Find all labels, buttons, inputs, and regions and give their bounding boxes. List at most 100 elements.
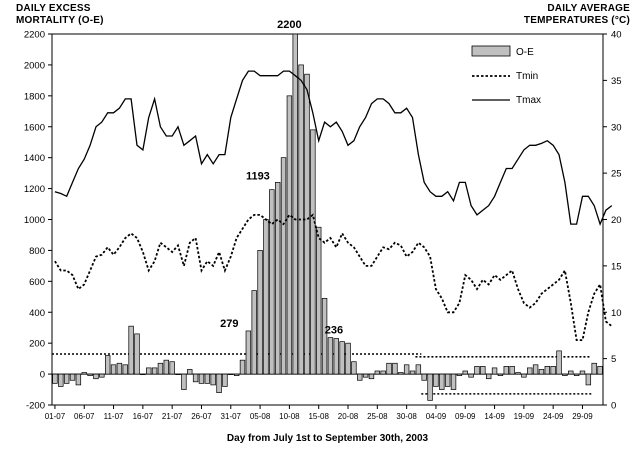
- oe-bar: [415, 364, 422, 375]
- oe-bar: [521, 373, 527, 378]
- x-axis-tick-label: 10-08: [279, 412, 300, 421]
- right-axis-title: DAILY AVERAGE TEMPERATURES (°C): [524, 3, 630, 27]
- right-axis-tick-label: 10: [611, 308, 622, 319]
- oe-bar: [134, 333, 140, 375]
- annotations: 2200 1193 279 236: [220, 19, 343, 337]
- oe-bar: [333, 338, 339, 375]
- annotation-label: 236: [325, 325, 343, 337]
- oe-bar: [110, 364, 117, 375]
- oe-bar: [550, 366, 556, 375]
- x-axis-tick-label: 29-09: [572, 412, 593, 421]
- oe-bar: [228, 373, 234, 375]
- oe-bar: [362, 373, 369, 378]
- x-axis-tick-label: 16-07: [133, 412, 154, 421]
- oe-bar: [233, 373, 240, 376]
- oe-bar: [357, 373, 363, 381]
- oe-bar: [427, 373, 433, 401]
- right-axis-tick-label: 5: [611, 354, 616, 365]
- right-axis-tick-label: 35: [611, 76, 622, 87]
- oe-bar: [450, 373, 457, 390]
- right-axis-tick-label: 15: [611, 261, 622, 272]
- left-axis-tick-label: 2200: [24, 30, 45, 41]
- left-axis-tick-label: 1600: [24, 122, 45, 133]
- oe-bar: [116, 362, 123, 375]
- x-axis-tick-label: 26-07: [191, 412, 212, 421]
- oe-bar: [392, 362, 398, 375]
- x-axis-tick-label: 06-07: [74, 412, 95, 421]
- annotation-label: 279: [220, 318, 238, 330]
- left-axis-tick-label: 400: [29, 308, 45, 319]
- oe-bar: [128, 325, 134, 375]
- left-axis-tick-label: 0: [40, 370, 45, 381]
- right-axis-tick-label: 30: [611, 122, 622, 133]
- x-axis-tick-label: 31-07: [221, 412, 242, 421]
- oe-bar: [280, 157, 287, 375]
- oe-bar: [368, 373, 375, 380]
- oe-bar: [87, 373, 93, 376]
- temperature-lines: [54, 70, 613, 341]
- oe-bar: [157, 362, 164, 375]
- oe-bar: [163, 359, 169, 375]
- oe-bar: [192, 373, 199, 383]
- x-axis-tick-label: 30-08: [396, 412, 417, 421]
- oe-bar: [304, 73, 310, 375]
- oe-bar: [468, 373, 474, 378]
- oe-bar: [104, 355, 111, 375]
- oe-bar: [122, 364, 128, 375]
- legend-tmin-label: Tmin: [516, 71, 538, 82]
- oe-bar: [339, 341, 345, 375]
- left-axis-tick-label: -200: [26, 401, 45, 412]
- oe-bar: [269, 189, 275, 375]
- right-axis-tick-label: 25: [611, 169, 622, 180]
- oe-bar: [93, 373, 99, 380]
- oe-bar: [216, 373, 222, 393]
- oe-bar: [538, 369, 545, 375]
- oe-bar: [210, 373, 216, 386]
- x-axis-tick-label: 04-09: [426, 412, 447, 421]
- left-axis-tick-label: 1400: [24, 153, 45, 164]
- tmax-line: [54, 70, 613, 226]
- oe-bar: [398, 372, 404, 375]
- oe-bar: [486, 373, 492, 380]
- oe-bar: [81, 372, 87, 375]
- left-axis-tick-label: 200: [29, 339, 45, 350]
- oe-bar: [204, 373, 211, 384]
- oe-bar: [239, 359, 246, 375]
- oe-bar: [151, 367, 158, 375]
- axes: -200020040060080010001200140016001800200…: [24, 30, 622, 445]
- left-axis-title: DAILY EXCESS MORTALITY (O-E): [16, 3, 104, 27]
- right-axis-title-line2: TEMPERATURES (°C): [523, 15, 630, 26]
- oe-bar: [75, 373, 82, 386]
- oe-bar: [380, 370, 386, 375]
- oe-bar: [527, 367, 533, 375]
- oe-bar: [140, 373, 146, 375]
- oe-bar: [251, 290, 257, 375]
- oe-bar: [351, 361, 357, 375]
- oe-bar: [403, 364, 410, 375]
- x-axis-tick-label: 05-08: [250, 412, 271, 421]
- oe-bar: [421, 373, 427, 381]
- left-axis-tick-label: 1000: [24, 215, 45, 226]
- oe-bar: [491, 367, 498, 375]
- oe-bar: [181, 373, 187, 390]
- annotation-label: 1193: [246, 171, 270, 183]
- left-axis-tick-label: 800: [29, 246, 45, 257]
- oe-bar: [274, 182, 281, 375]
- left-axis-tick-label: 600: [29, 277, 45, 288]
- oe-bar: [579, 370, 586, 375]
- oe-bar: [52, 373, 58, 384]
- legend-oe-swatch: [471, 45, 511, 57]
- oe-bar: [480, 366, 486, 375]
- x-axis-tick-label: 09-09: [455, 412, 476, 421]
- right-axis-tick-label: 40: [611, 30, 622, 41]
- oe-bar: [433, 373, 439, 387]
- left-axis-title-line2: MORTALITY (O-E): [16, 15, 104, 26]
- legend-oe-label: O-E: [516, 47, 534, 58]
- oe-bar: [187, 369, 193, 375]
- left-axis-tick-label: 1800: [24, 91, 45, 102]
- oe-bar: [573, 373, 580, 376]
- x-axis-title: Day from July 1st to September 30th, 200…: [227, 433, 429, 444]
- oe-bar: [198, 373, 205, 384]
- x-axis-tick-label: 15-08: [308, 412, 329, 421]
